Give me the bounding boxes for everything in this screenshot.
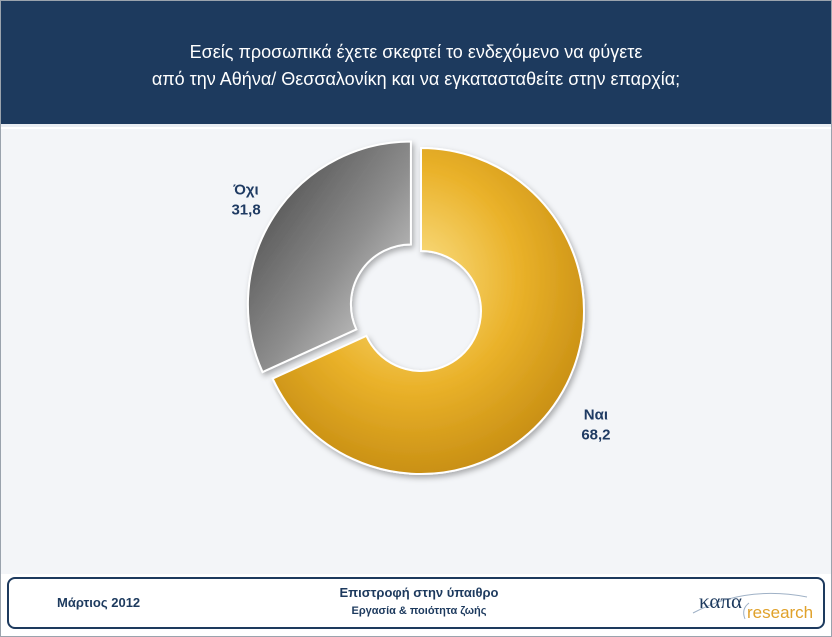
footer-bar: Μάρτιος 2012 Επιστροφή στην ύπαιθρο Εργα…: [7, 577, 825, 629]
footer-subtitle: Εργασία & ποιότητα ζωής: [351, 605, 487, 617]
chart-question-title: Εσείς προσωπικά έχετε σκεφτεί το ενδεχόμ…: [41, 39, 791, 93]
logo-word-kapa: καπα: [699, 589, 743, 613]
footer-date: Μάρτιος 2012: [57, 595, 141, 610]
title-line-2: από την Αθήνα/ Θεσσαλονίκη και να εγκατα…: [151, 69, 681, 89]
donut-slice-no: [246, 140, 412, 374]
chart-area: Ναι 68,2 Όχι 31,8: [1, 129, 831, 574]
slice-value-no: 31,8: [231, 201, 260, 218]
logo-arc-icon: [692, 592, 808, 620]
title-line-1: Εσείς προσωπικά έχετε σκεφτεί το ενδεχόμ…: [189, 42, 643, 62]
slice-label-no: Όχι: [232, 181, 258, 198]
header-banner: Εσείς προσωπικά έχετε σκεφτεί το ενδεχόμ…: [1, 1, 831, 127]
slice-label-yes: Ναι: [584, 407, 608, 424]
logo-word-research: research: [747, 603, 814, 622]
kapa-research-logo: καπα research: [685, 583, 815, 625]
footer-title-block: Επιστροφή στην ύπαιθρο Εργασία & ποιότητ…: [259, 583, 579, 620]
footer-title: Επιστροφή στην ύπαιθρο: [339, 585, 499, 600]
donut-slice-yes: [271, 146, 585, 475]
slice-value-yes: 68,2: [581, 427, 610, 444]
donut-chart: Ναι 68,2 Όχι 31,8: [231, 140, 611, 475]
